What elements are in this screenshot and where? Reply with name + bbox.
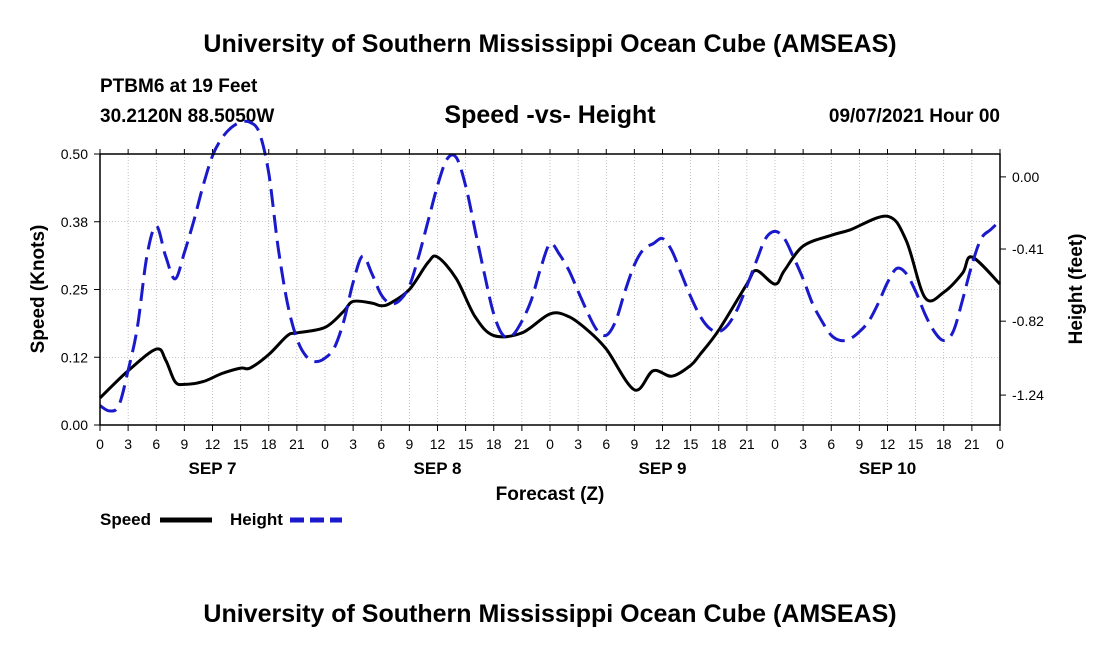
x-tick-label: 15 <box>908 436 924 452</box>
x-tick-label: 18 <box>261 436 277 452</box>
x-tick-label: 0 <box>321 436 329 452</box>
x-tick-label: 3 <box>799 436 807 452</box>
x-tick-label: 9 <box>630 436 638 452</box>
x-tick-label: 15 <box>233 436 249 452</box>
x-tick-label: 15 <box>683 436 699 452</box>
x-tick-label: 0 <box>996 436 1004 452</box>
gridlines <box>100 154 1000 425</box>
x-tick-label: 12 <box>205 436 221 452</box>
y-tick-label: 0.38 <box>61 214 88 230</box>
y-tick-label: 0.00 <box>61 417 88 433</box>
x-tick-label: 9 <box>180 436 188 452</box>
station-label: PTBM6 at 19 Feet <box>100 76 258 97</box>
y-axis-title: Speed (Knots) <box>28 225 49 354</box>
chart-title: Speed -vs- Height <box>444 101 656 129</box>
legend-height-label: Height <box>230 510 283 529</box>
x-day-label: SEP 8 <box>414 459 462 478</box>
x-tick-label: 6 <box>827 436 835 452</box>
page-title-top: University of Southern Mississippi Ocean… <box>203 30 897 58</box>
y-tick-label: 0.50 <box>61 146 88 162</box>
y-tick-label: 0.12 <box>61 349 88 365</box>
legend-speed-label: Speed <box>100 510 151 529</box>
y2-tick-label: 0.00 <box>1012 169 1039 185</box>
y2-axis-title: Height (feet) <box>1066 234 1087 345</box>
x-axis-title: Forecast (Z) <box>496 484 605 505</box>
x-tick-label: 21 <box>289 436 305 452</box>
x-tick-label: 12 <box>655 436 671 452</box>
x-tick-label: 3 <box>349 436 357 452</box>
page-title-bottom: University of Southern Mississippi Ocean… <box>203 600 897 628</box>
x-tick-label: 12 <box>430 436 446 452</box>
x-tick-label: 12 <box>880 436 896 452</box>
y2-tick-label: -0.41 <box>1012 241 1044 257</box>
x-day-label: SEP 9 <box>639 459 687 478</box>
plot-frame <box>99 153 1001 426</box>
coordinates-label: 30.2120N 88.5050W <box>100 106 275 127</box>
y2-tick-label: -1.24 <box>1012 387 1044 403</box>
axes: 0 3 6 9 12 15 18 21 0 3 6 9 12 15 18 21 0 3 6 9 12 15 18 21 0 3 6 9… <box>61 146 1044 478</box>
x-tick-label: 18 <box>711 436 727 452</box>
x-tick-label: 0 <box>546 436 554 452</box>
x-tick-label: 15 <box>458 436 474 452</box>
x-tick-label: 9 <box>405 436 413 452</box>
x-day-label: SEP 7 <box>189 459 237 478</box>
x-tick-label: 3 <box>124 436 132 452</box>
y-tick-label: 0.25 <box>61 282 88 298</box>
series-line-height <box>99 119 1001 413</box>
x-tick-label: 18 <box>936 436 952 452</box>
x-tick-label: 21 <box>739 436 755 452</box>
x-tick-label: 0 <box>96 436 104 452</box>
legend: Speed Height <box>100 510 342 529</box>
series-lines <box>98 119 1002 413</box>
x-day-label: SEP 10 <box>859 459 916 478</box>
x-tick-label: 18 <box>486 436 502 452</box>
x-tick-label: 6 <box>602 436 610 452</box>
x-tick-label: 21 <box>514 436 530 452</box>
x-tick-label: 6 <box>377 436 385 452</box>
x-tick-label: 9 <box>855 436 863 452</box>
x-tick-label: 21 <box>964 436 980 452</box>
forecast-datetime: 09/07/2021 Hour 00 <box>828 106 1000 127</box>
x-tick-label: 3 <box>574 436 582 452</box>
y2-tick-label: -0.82 <box>1012 313 1044 329</box>
x-tick-label: 0 <box>771 436 779 452</box>
series-line-speed <box>98 214 1002 399</box>
x-tick-label: 6 <box>152 436 160 452</box>
